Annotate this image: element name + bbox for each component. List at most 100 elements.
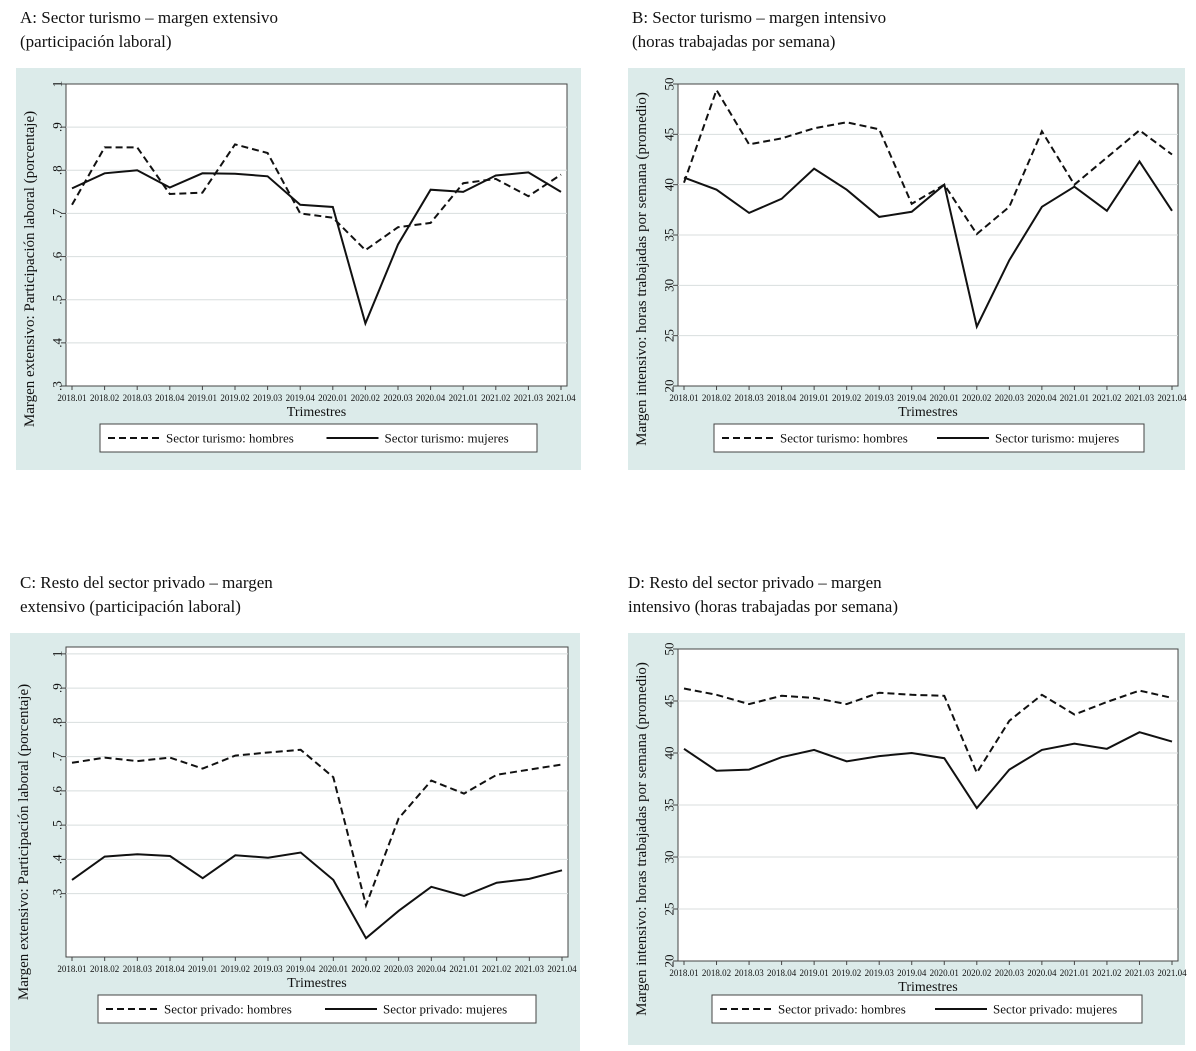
panel-title: A: Sector turismo – margen extensivo (pa… [20, 6, 278, 54]
y-tick-label: .8 [50, 717, 65, 727]
x-tick-label: 2018.03 [123, 964, 153, 974]
x-tick-label: 2021.02 [1092, 968, 1121, 978]
x-tick-label: 2019.03 [865, 968, 895, 978]
x-tick-label: 2018.04 [767, 393, 797, 403]
x-tick-label: 2018.04 [767, 968, 797, 978]
x-tick-label: 2021.02 [482, 964, 511, 974]
x-tick-label: 2020.03 [383, 393, 413, 403]
legend-box [99, 423, 538, 453]
y-axis-label: Margen intensivo: horas trabajadas por s… [634, 92, 650, 446]
y-tick-label: .4 [50, 854, 65, 864]
panel-title-line1: B: Sector turismo – margen intensivo [632, 8, 887, 27]
panel-title-line2: intensivo (horas trabajadas por semana) [628, 597, 899, 616]
series-line-women [71, 169, 562, 327]
x-tick-label: 2020.03 [995, 968, 1025, 978]
panel-title: C: Resto del sector privado – margen ext… [20, 571, 273, 619]
x-tick-label: 2018.01 [669, 968, 698, 978]
y-tick-label: .6 [50, 251, 65, 261]
y-tick-label: 30 [662, 851, 677, 864]
x-tick-label: 2019.03 [865, 393, 895, 403]
y-tick-label: 45 [662, 128, 677, 141]
x-tick-label: 2020.04 [1027, 393, 1057, 403]
x-tick-label: 2020.01 [318, 393, 347, 403]
panel-title-line1: A: Sector turismo – margen extensivo [20, 8, 278, 27]
x-tick-label: 2019.04 [286, 393, 316, 403]
x-tick-label: 2020.01 [319, 964, 348, 974]
x-tick-label: 2021.03 [514, 393, 544, 403]
panel-c: C: Resto del sector privado – margen ext… [0, 565, 596, 1051]
y-tick-label: .3 [50, 889, 65, 899]
series-line-men [71, 748, 563, 909]
x-tick-label: 2018.02 [90, 964, 119, 974]
x-tick-label: 2021.02 [481, 393, 510, 403]
y-tick-label: 1 [50, 651, 65, 658]
y-tick-label: 40 [662, 747, 677, 760]
y-axis-label: Margen extensivo: Participación laboral … [22, 111, 38, 427]
x-axis-label: Trimestres [898, 980, 957, 995]
x-tick-label: 2020.01 [930, 393, 959, 403]
legend-label: Sector privado: mujeres [383, 1002, 507, 1017]
y-tick-label: 25 [662, 329, 677, 342]
y-tick-label: .7 [50, 208, 65, 218]
plot-area [65, 83, 568, 387]
x-tick-label: 2020.02 [962, 968, 991, 978]
plot-area [65, 646, 569, 958]
y-tick-label: .9 [50, 683, 65, 693]
legend-label: Sector privado: mujeres [993, 1002, 1117, 1017]
chart-c: .3 .4 .5 .6 .7 .8 .9 1 2018.01 2018.02 2018.03 2018… [10, 633, 580, 1051]
x-tick-label: 2021.04 [1157, 968, 1187, 978]
y-tick-label: 35 [662, 229, 677, 242]
x-tick-label: 2018.02 [702, 968, 731, 978]
x-tick-label: 2021.01 [1060, 968, 1089, 978]
panel-title-line2: extensivo (participación laboral) [20, 597, 241, 616]
x-tick-label: 2018.02 [702, 393, 731, 403]
legend-label: Sector turismo: mujeres [995, 431, 1119, 446]
y-tick-label: .9 [50, 122, 65, 132]
panel-b: B: Sector turismo – margen intensivo (ho… [596, 0, 1196, 470]
x-tick-label: 2019.01 [800, 393, 829, 403]
legend-label: Sector privado: hombres [164, 1002, 292, 1017]
panel-title-line1: D: Resto del sector privado – margen [628, 573, 882, 592]
x-tick-label: 2021.01 [1060, 393, 1089, 403]
x-tick-label: 2018.01 [57, 393, 86, 403]
series-line-men [683, 687, 1173, 775]
y-tick-label: .6 [50, 785, 65, 795]
legend-label: Sector turismo: mujeres [385, 431, 509, 446]
panel-title-line2: (horas trabajadas por semana) [632, 32, 836, 51]
x-tick-label: 2021.03 [515, 964, 545, 974]
x-tick-label: 2020.03 [384, 964, 414, 974]
x-tick-label: 2019.01 [188, 393, 217, 403]
x-tick-label: 2019.02 [220, 393, 249, 403]
y-tick-label: 30 [662, 279, 677, 292]
y-tick-label: .5 [50, 295, 65, 305]
panel-title: B: Sector turismo – margen intensivo (ho… [632, 6, 886, 54]
y-tick-label: 1 [50, 81, 65, 88]
chart-b: 20 25 30 35 40 45 50 2018.01 2018.02 2018.03 2018.… [628, 68, 1187, 470]
y-tick-label: 50 [662, 78, 677, 91]
x-tick-label: 2019.02 [832, 968, 861, 978]
x-tick-label: 2019.04 [286, 964, 316, 974]
y-tick-label: 20 [662, 380, 677, 393]
legend-box [97, 994, 537, 1024]
series-line-women [683, 159, 1173, 330]
x-tick-label: 2021.04 [547, 964, 577, 974]
y-tick-label: 35 [662, 799, 677, 812]
x-tick-label: 2020.04 [1027, 968, 1057, 978]
y-tick-label: 45 [662, 695, 677, 708]
x-tick-label: 2019.02 [832, 393, 861, 403]
x-tick-label: 2018.04 [155, 393, 185, 403]
x-tick-label: 2020.02 [351, 393, 380, 403]
x-tick-label: 2021.02 [1092, 393, 1121, 403]
panel-title-line1: C: Resto del sector privado – margen [20, 573, 273, 592]
y-axis-label: Margen intensivo: horas trabajadas por s… [634, 662, 650, 1016]
series-line-men [683, 87, 1173, 236]
x-tick-label: 2020.04 [417, 964, 447, 974]
y-axis-label: Margen extensivo: Participación laboral … [16, 684, 32, 1000]
y-tick-label: .4 [50, 337, 65, 347]
x-tick-label: 2018.02 [90, 393, 119, 403]
legend-box [711, 994, 1143, 1024]
x-axis-label: Trimestres [898, 405, 957, 420]
x-tick-label: 2020.03 [995, 393, 1025, 403]
x-tick-label: 2021.01 [449, 393, 478, 403]
y-tick-label: 20 [662, 955, 677, 968]
